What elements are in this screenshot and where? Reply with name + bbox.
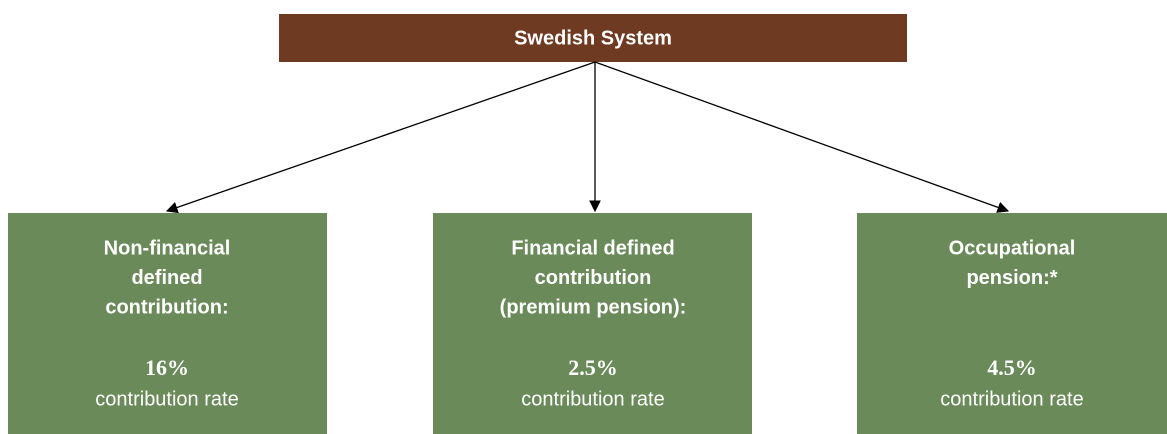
node-title: contribution: bbox=[105, 296, 228, 318]
node-title: pension:* bbox=[966, 267, 1057, 289]
node-title: Non-financial bbox=[104, 237, 231, 259]
node-title: Occupational bbox=[949, 237, 1076, 259]
node-title: (premium pension): bbox=[500, 296, 687, 318]
arrow bbox=[594, 61, 1010, 213]
root-label: Swedish System bbox=[514, 27, 672, 49]
node-title: contribution bbox=[535, 267, 652, 289]
root-box bbox=[279, 14, 907, 62]
node-title: defined bbox=[131, 267, 202, 289]
node-box bbox=[433, 213, 752, 434]
node-caption: contribution rate bbox=[95, 388, 238, 410]
node-caption: contribution rate bbox=[940, 388, 1083, 410]
node-value: 2.5% bbox=[568, 355, 618, 380]
node-value: 16% bbox=[145, 355, 189, 380]
node-value: 4.5% bbox=[987, 355, 1037, 380]
node-caption: contribution rate bbox=[521, 388, 664, 410]
node-box bbox=[857, 213, 1167, 434]
arrow bbox=[165, 61, 596, 214]
node-title: Financial defined bbox=[511, 237, 674, 259]
node-box bbox=[8, 213, 327, 434]
